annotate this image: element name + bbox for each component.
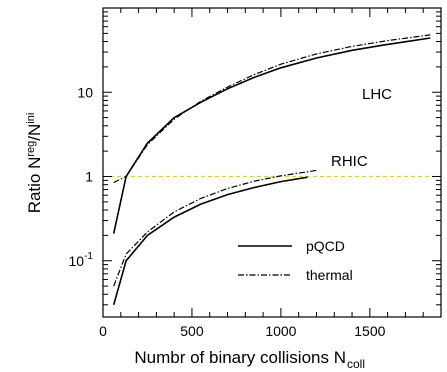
y-axis-label-sup2: ini [25,113,37,124]
legend: pQCD thermal [238,238,353,283]
y-axis-label-mid: /N [25,124,44,141]
legend-label-thermal: thermal [306,267,353,283]
axis-ticks [102,8,441,317]
y-axis-label-sup1: reg [25,141,37,157]
x-tick-labels: 0 500 1000 1500 [99,323,386,339]
y-tick-label: 10 [77,84,93,100]
series-line-rhic-pqcd [112,176,308,306]
series-line-lhc-thermal [113,34,431,184]
x-axis-label-subscript: coll [347,357,365,371]
x-tick-label: 1000 [265,323,296,339]
series-layer [112,34,431,306]
plot-frame [102,7,442,318]
y-tick-label: 10-1 [69,251,94,269]
x-tick-label: 500 [180,323,204,339]
y-tick-label: 1 [85,169,93,185]
annotation-rhic: RHIC [331,153,368,170]
x-tick-label: 1500 [354,323,385,339]
annotation-lhc: LHC [362,86,392,103]
svg-text:Ratio Nreg/Nini: Ratio Nreg/Nini [25,113,44,214]
series-line-rhic-thermal [113,169,317,287]
x-tick-label: 0 [99,323,107,339]
y-tick-labels: 10 1 10-1 [69,84,94,269]
x-axis-label: Numbr of binary collisions N [134,348,346,367]
y-axis-label-main: Ratio N [25,157,44,214]
series-line-lhc-pqcd [112,37,431,234]
legend-label-pqcd: pQCD [306,238,345,254]
y-axis-label: Ratio Nreg/Nini [25,113,44,214]
